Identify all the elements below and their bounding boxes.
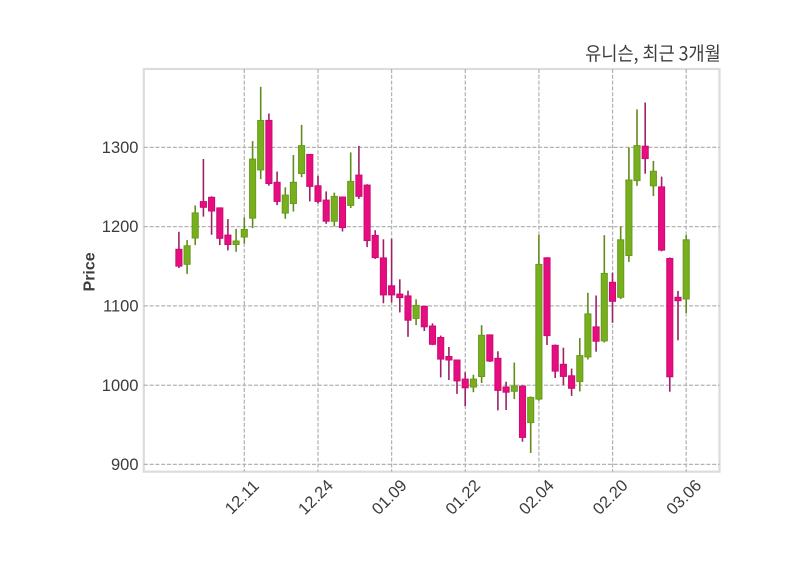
svg-text:900: 900 bbox=[111, 456, 139, 474]
svg-text:1000: 1000 bbox=[102, 377, 139, 395]
svg-text:1300: 1300 bbox=[102, 139, 139, 157]
svg-text:1100: 1100 bbox=[103, 298, 138, 316]
svg-text:1200: 1200 bbox=[102, 218, 139, 236]
svg-text:Price: Price bbox=[82, 252, 99, 291]
